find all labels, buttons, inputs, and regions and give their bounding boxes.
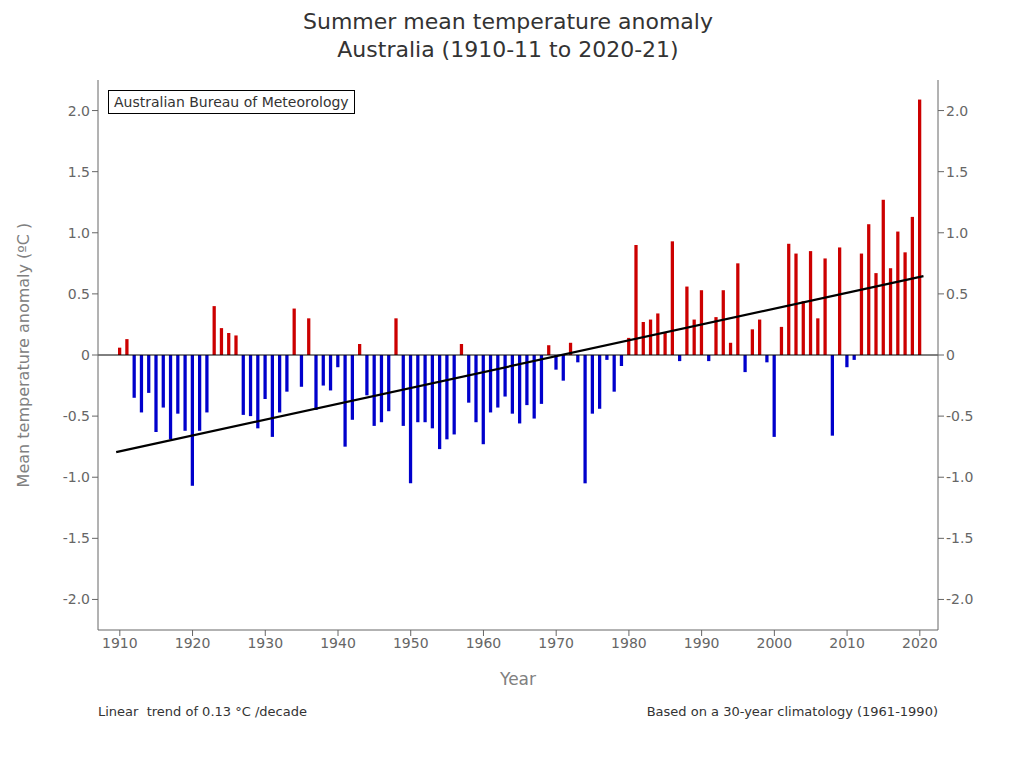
- svg-text:0: 0: [946, 347, 955, 363]
- svg-text:0: 0: [81, 347, 90, 363]
- svg-text:1.5: 1.5: [68, 164, 90, 180]
- svg-text:1.5: 1.5: [946, 164, 968, 180]
- svg-text:-0.5: -0.5: [946, 408, 973, 424]
- svg-text:0.5: 0.5: [68, 286, 90, 302]
- svg-text:1990: 1990: [684, 635, 720, 651]
- svg-text:1920: 1920: [175, 635, 211, 651]
- html-text:Australian Bureau of Meteorolo: Australian Bureau of Meteorology: [114, 94, 349, 110]
- svg-text:2020: 2020: [902, 635, 938, 651]
- svg-text:-1.5: -1.5: [63, 530, 90, 546]
- svg-text:-0.5: -0.5: [63, 408, 90, 424]
- svg-text:2010: 2010: [829, 635, 865, 651]
- svg-text:-1.5: -1.5: [946, 530, 973, 546]
- svg-text:-1.0: -1.0: [63, 469, 90, 485]
- svg-text:1980: 1980: [611, 635, 647, 651]
- svg-text:Mean temperature anomaly (ºC ): Mean temperature anomaly (ºC ): [14, 223, 33, 488]
- html-text:Australia (1910-11 to 2020-21): Australia (1910-11 to 2020-21): [337, 37, 679, 62]
- svg-text:0.5: 0.5: [946, 286, 968, 302]
- svg-text:1.0: 1.0: [68, 225, 90, 241]
- html-text:Summer mean temperature anomal: Summer mean temperature anomaly: [303, 9, 713, 34]
- svg-text:1960: 1960: [466, 635, 502, 651]
- svg-text:1970: 1970: [538, 635, 574, 651]
- svg-text:-2.0: -2.0: [63, 591, 90, 607]
- html-text:Based on a 30-year climatology: Based on a 30-year climatology (1961-199…: [646, 704, 938, 719]
- svg-text:1930: 1930: [247, 635, 283, 651]
- html-text:Linear trend of 0.13 °C /decad: Linear trend of 0.13 °C /decade: [98, 704, 307, 719]
- svg-text:2.0: 2.0: [946, 103, 968, 119]
- svg-text:-2.0: -2.0: [946, 591, 973, 607]
- svg-text:1.0: 1.0: [946, 225, 968, 241]
- svg-text:-1.0: -1.0: [946, 469, 973, 485]
- svg-text:2.0: 2.0: [68, 103, 90, 119]
- svg-text:1940: 1940: [320, 635, 356, 651]
- svg-text:1950: 1950: [393, 635, 429, 651]
- svg-text:Year: Year: [499, 669, 536, 689]
- svg-text:1910: 1910: [102, 635, 138, 651]
- svg-text:2000: 2000: [757, 635, 793, 651]
